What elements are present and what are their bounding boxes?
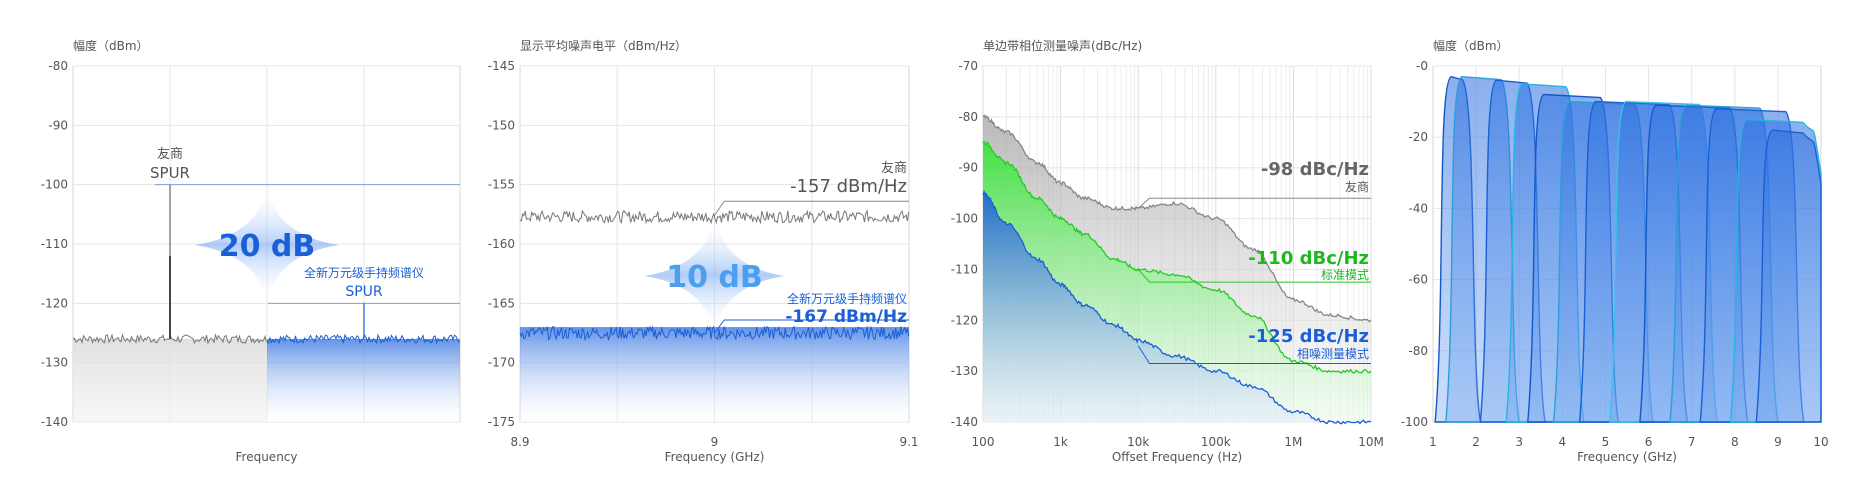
y-tick-label: -20 [1408, 130, 1428, 144]
delta-label: 20 dB [219, 229, 316, 264]
x-tick-label: 10 [1813, 435, 1828, 449]
y-axis-title: 显示平均噪声电平（dBm/Hz） [520, 39, 687, 53]
product-label: 全新万元级手持频谱仪 [787, 291, 907, 306]
competitor-label: 友商 [881, 160, 907, 176]
x-tick-label: 4 [1559, 435, 1567, 449]
x-tick-label: 9 [1774, 435, 1782, 449]
x-tick-label: 1k [1053, 435, 1068, 449]
competitor-spur-label-2: SPUR [150, 164, 190, 182]
delta-label: 10 dB [666, 260, 763, 295]
competitor-leader-line [1137, 197, 1371, 209]
pn-leader-line [1137, 345, 1371, 365]
competitor-floor-area [73, 338, 267, 422]
competitor-leader-line [714, 200, 909, 216]
competitor-label: 友商 [1345, 179, 1369, 194]
product-value: -167 dBm/Hz [785, 307, 907, 327]
y-tick-label: -120 [41, 296, 68, 310]
delta-diamond-shape [195, 186, 339, 304]
pn-value: -125 dBc/Hz [1248, 326, 1369, 347]
standard-label: 标准模式 [1321, 268, 1369, 282]
y-tick-label: -165 [488, 296, 515, 310]
y-tick-label: -130 [951, 364, 978, 378]
x-tick-label: 100k [1201, 435, 1231, 449]
product-floor-area [267, 338, 460, 422]
competitor-dan-trace [519, 209, 910, 225]
y-tick-label: -110 [41, 237, 68, 251]
competitor-trace [982, 113, 1372, 323]
y-axis-title: 幅度（dBm） [1433, 38, 1509, 53]
x-tick-label: 2 [1472, 435, 1480, 449]
y-tick-label: -130 [41, 356, 68, 370]
y-tick-label: -170 [488, 356, 515, 370]
x-tick-label: 1M [1284, 435, 1302, 449]
x-axis-title: Frequency (GHz) [665, 450, 765, 464]
y-tick-label: -60 [1408, 273, 1428, 287]
y-tick-label: -0 [1416, 59, 1428, 73]
standard-leader-line [1137, 269, 1371, 283]
y-tick-label: -155 [488, 178, 515, 192]
standard-mode-trace [982, 140, 1372, 374]
y-tick-label: -140 [41, 415, 68, 429]
delta-diamond-shape [644, 216, 785, 334]
y-axis-title: 幅度（dBm） [73, 38, 149, 53]
x-tick-label: 10k [1127, 435, 1149, 449]
x-tick-label: 5 [1602, 435, 1610, 449]
y-tick-label: -160 [488, 237, 515, 251]
y-axis-title: 单边带相位测量噪声(dBc/Hz) [983, 38, 1142, 53]
pn-mode-area [983, 191, 1371, 424]
filter-band-13 [1755, 129, 1822, 423]
y-tick-label: -120 [951, 313, 978, 327]
y-tick-label: -175 [488, 415, 515, 429]
x-tick-label: 100 [972, 435, 995, 449]
pn-mode-trace [982, 190, 1372, 425]
product-spur-label: 全新万元级手持频谱仪 [304, 265, 424, 280]
y-tick-label: -90 [48, 118, 68, 132]
y-tick-label: -110 [951, 262, 978, 276]
product-leader-line [714, 319, 909, 334]
x-tick-label: 8.9 [510, 435, 529, 449]
x-axis-title: Frequency [236, 450, 298, 464]
y-tick-label: -100 [41, 178, 68, 192]
x-axis-title: Frequency (GHz) [1577, 450, 1677, 464]
pn-label: 相噪测量模式 [1297, 347, 1369, 361]
product-dan-area [520, 327, 909, 422]
standard-value: -110 dBc/Hz [1248, 248, 1369, 269]
x-tick-label: 9.1 [899, 435, 918, 449]
y-tick-label: -80 [958, 110, 978, 124]
x-tick-label: 1 [1429, 435, 1437, 449]
competitor-spur-label: 友商 [157, 146, 183, 162]
y-tick-label: -145 [488, 59, 515, 73]
product-noise-trace [266, 333, 460, 345]
y-tick-label: -100 [951, 212, 978, 226]
x-tick-label: 9 [711, 435, 719, 449]
y-tick-label: -80 [48, 59, 68, 73]
x-tick-label: 8 [1731, 435, 1739, 449]
x-axis-title: Offset Frequency (Hz) [1112, 450, 1242, 464]
y-tick-label: -40 [1408, 201, 1428, 215]
y-tick-label: -70 [958, 59, 978, 73]
y-tick-label: -140 [951, 415, 978, 429]
y-tick-label: -150 [488, 118, 515, 132]
y-tick-label: -100 [1401, 415, 1428, 429]
y-tick-label: -90 [958, 161, 978, 175]
competitor-value: -98 dBc/Hz [1261, 159, 1369, 180]
x-tick-label: 3 [1515, 435, 1523, 449]
y-tick-label: -80 [1408, 344, 1428, 358]
competitor-value: -157 dBm/Hz [790, 176, 907, 197]
x-tick-label: 10M [1358, 435, 1384, 449]
x-tick-label: 6 [1645, 435, 1653, 449]
x-tick-label: 7 [1688, 435, 1696, 449]
product-spur-label-2: SPUR [345, 284, 383, 300]
